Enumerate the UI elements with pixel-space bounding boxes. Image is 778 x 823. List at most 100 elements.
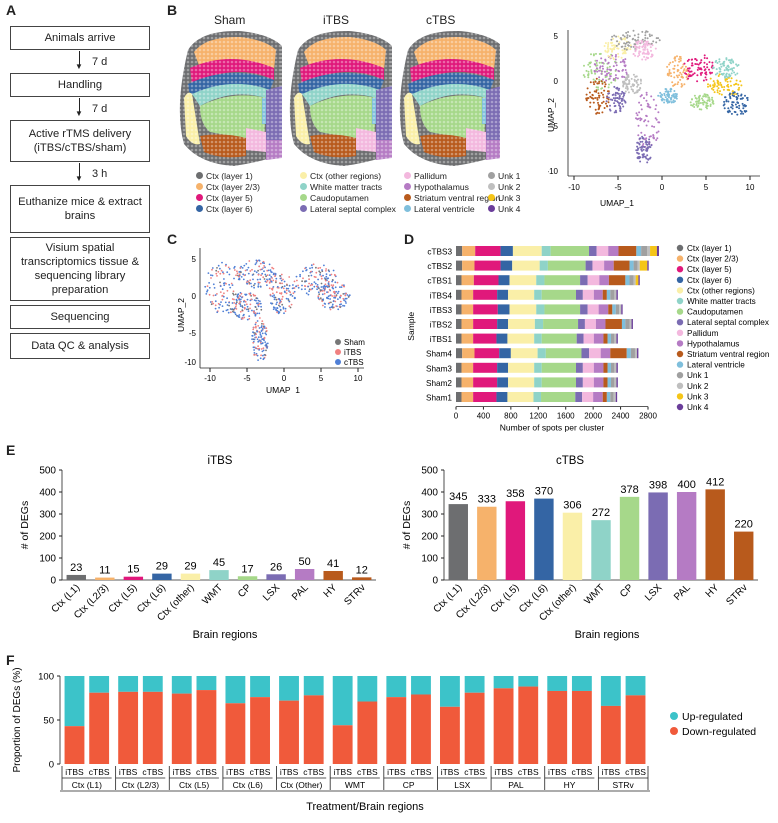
umap-point (216, 267, 218, 269)
d-bar-segment (473, 275, 499, 286)
umap-point (236, 314, 239, 317)
umap-point (592, 81, 595, 84)
f-bar-down (118, 691, 139, 764)
umap-point (633, 92, 636, 95)
f-bar-up (493, 676, 514, 689)
flow-step-1: Animals arrive (10, 26, 150, 50)
umap-point (227, 311, 230, 314)
umap-point (637, 157, 640, 160)
d-legend-label: Caudoputamen (687, 308, 743, 317)
umap-clusters: -10 -5 0 5 10 5 0 -5 -10 UMAP_1 UMAP_2 (548, 29, 760, 208)
e-category-label: STRv (342, 582, 367, 607)
umap-c-xtick-2: -5 (243, 374, 251, 383)
umap-point (680, 85, 683, 88)
umap-point (210, 303, 213, 306)
f-bar-down (547, 690, 568, 764)
d-bar-segment (595, 319, 606, 329)
d-bar-segment (576, 289, 583, 300)
umap-point (729, 92, 731, 95)
umap-point (743, 104, 746, 106)
umap-point (728, 109, 731, 112)
f-bar-up (225, 676, 246, 704)
umap-point (259, 300, 261, 303)
e-value-label: 400 (677, 479, 695, 491)
umap-point (596, 97, 599, 99)
d-bar-segment (610, 392, 614, 402)
umap-point (583, 64, 585, 67)
umap-point (608, 65, 611, 68)
umap-point (326, 286, 329, 288)
umap-point (607, 43, 610, 46)
umap-point (594, 59, 597, 62)
umap-point (593, 69, 596, 72)
d-bar-segment (636, 246, 642, 256)
umap-point (212, 294, 215, 297)
umap-point (342, 304, 344, 307)
d-bar-segment (473, 319, 498, 329)
d-legend-dot (676, 350, 684, 358)
umap-point (650, 34, 653, 37)
umap-point (241, 305, 244, 307)
umap-point (254, 306, 257, 308)
umap-point (709, 71, 711, 74)
umap-point (592, 78, 595, 81)
umap-point (691, 62, 694, 65)
umap-point (697, 104, 700, 107)
f-bar-down (440, 706, 460, 764)
umap-point (265, 343, 268, 345)
umap-point (711, 101, 714, 104)
umap-point (243, 274, 246, 277)
d-legend-label: Ctx (other regions) (687, 286, 755, 295)
umap-point (614, 74, 617, 77)
umap-point (331, 303, 334, 306)
umap-point (669, 61, 672, 64)
umap-point (650, 144, 653, 147)
umap-point (600, 70, 603, 73)
umap-point (256, 320, 259, 322)
umap-point (582, 74, 585, 77)
umap-point (673, 64, 676, 67)
umap-point (261, 322, 263, 325)
umap-point (585, 93, 588, 96)
umap-point (655, 139, 658, 141)
umap-point (588, 61, 591, 64)
umap-point (739, 80, 742, 83)
umap-point (601, 87, 604, 90)
umap-point (324, 306, 326, 308)
umap-point (732, 67, 735, 69)
umap-point (257, 303, 260, 306)
d-bar-segment (585, 260, 593, 271)
umap-point (614, 97, 617, 100)
umap-point (273, 298, 276, 301)
e-ytick-label: 500 (421, 466, 438, 477)
umap-point (666, 90, 669, 93)
cluster-legend-dot (488, 183, 495, 190)
d-bar-segment (541, 377, 576, 388)
f-ytick-label: 50 (43, 716, 54, 727)
flow-arrow-line-1 (79, 51, 80, 65)
umap-point (332, 306, 334, 309)
umap-point (719, 70, 722, 73)
e-bar (705, 489, 725, 580)
umap-point (609, 75, 612, 78)
umap-point (612, 78, 615, 80)
umap-point (249, 293, 252, 296)
umap-point (249, 279, 252, 282)
umap-point (262, 276, 265, 279)
umap-point (612, 57, 615, 59)
d-bar-segment (603, 377, 608, 388)
umap-point (630, 45, 633, 48)
d-bar-segment (461, 333, 474, 344)
umap-point (673, 57, 676, 60)
d-bar-segment (584, 319, 596, 329)
umap-point (620, 45, 623, 48)
umap-point (655, 131, 658, 134)
d-category-label: iTBS4 (430, 291, 453, 300)
umap-point (272, 306, 275, 309)
umap-point (663, 101, 666, 104)
umap-point (280, 273, 283, 276)
umap-point (345, 302, 347, 304)
d-legend-dot (676, 393, 684, 400)
umap-point (301, 284, 303, 287)
